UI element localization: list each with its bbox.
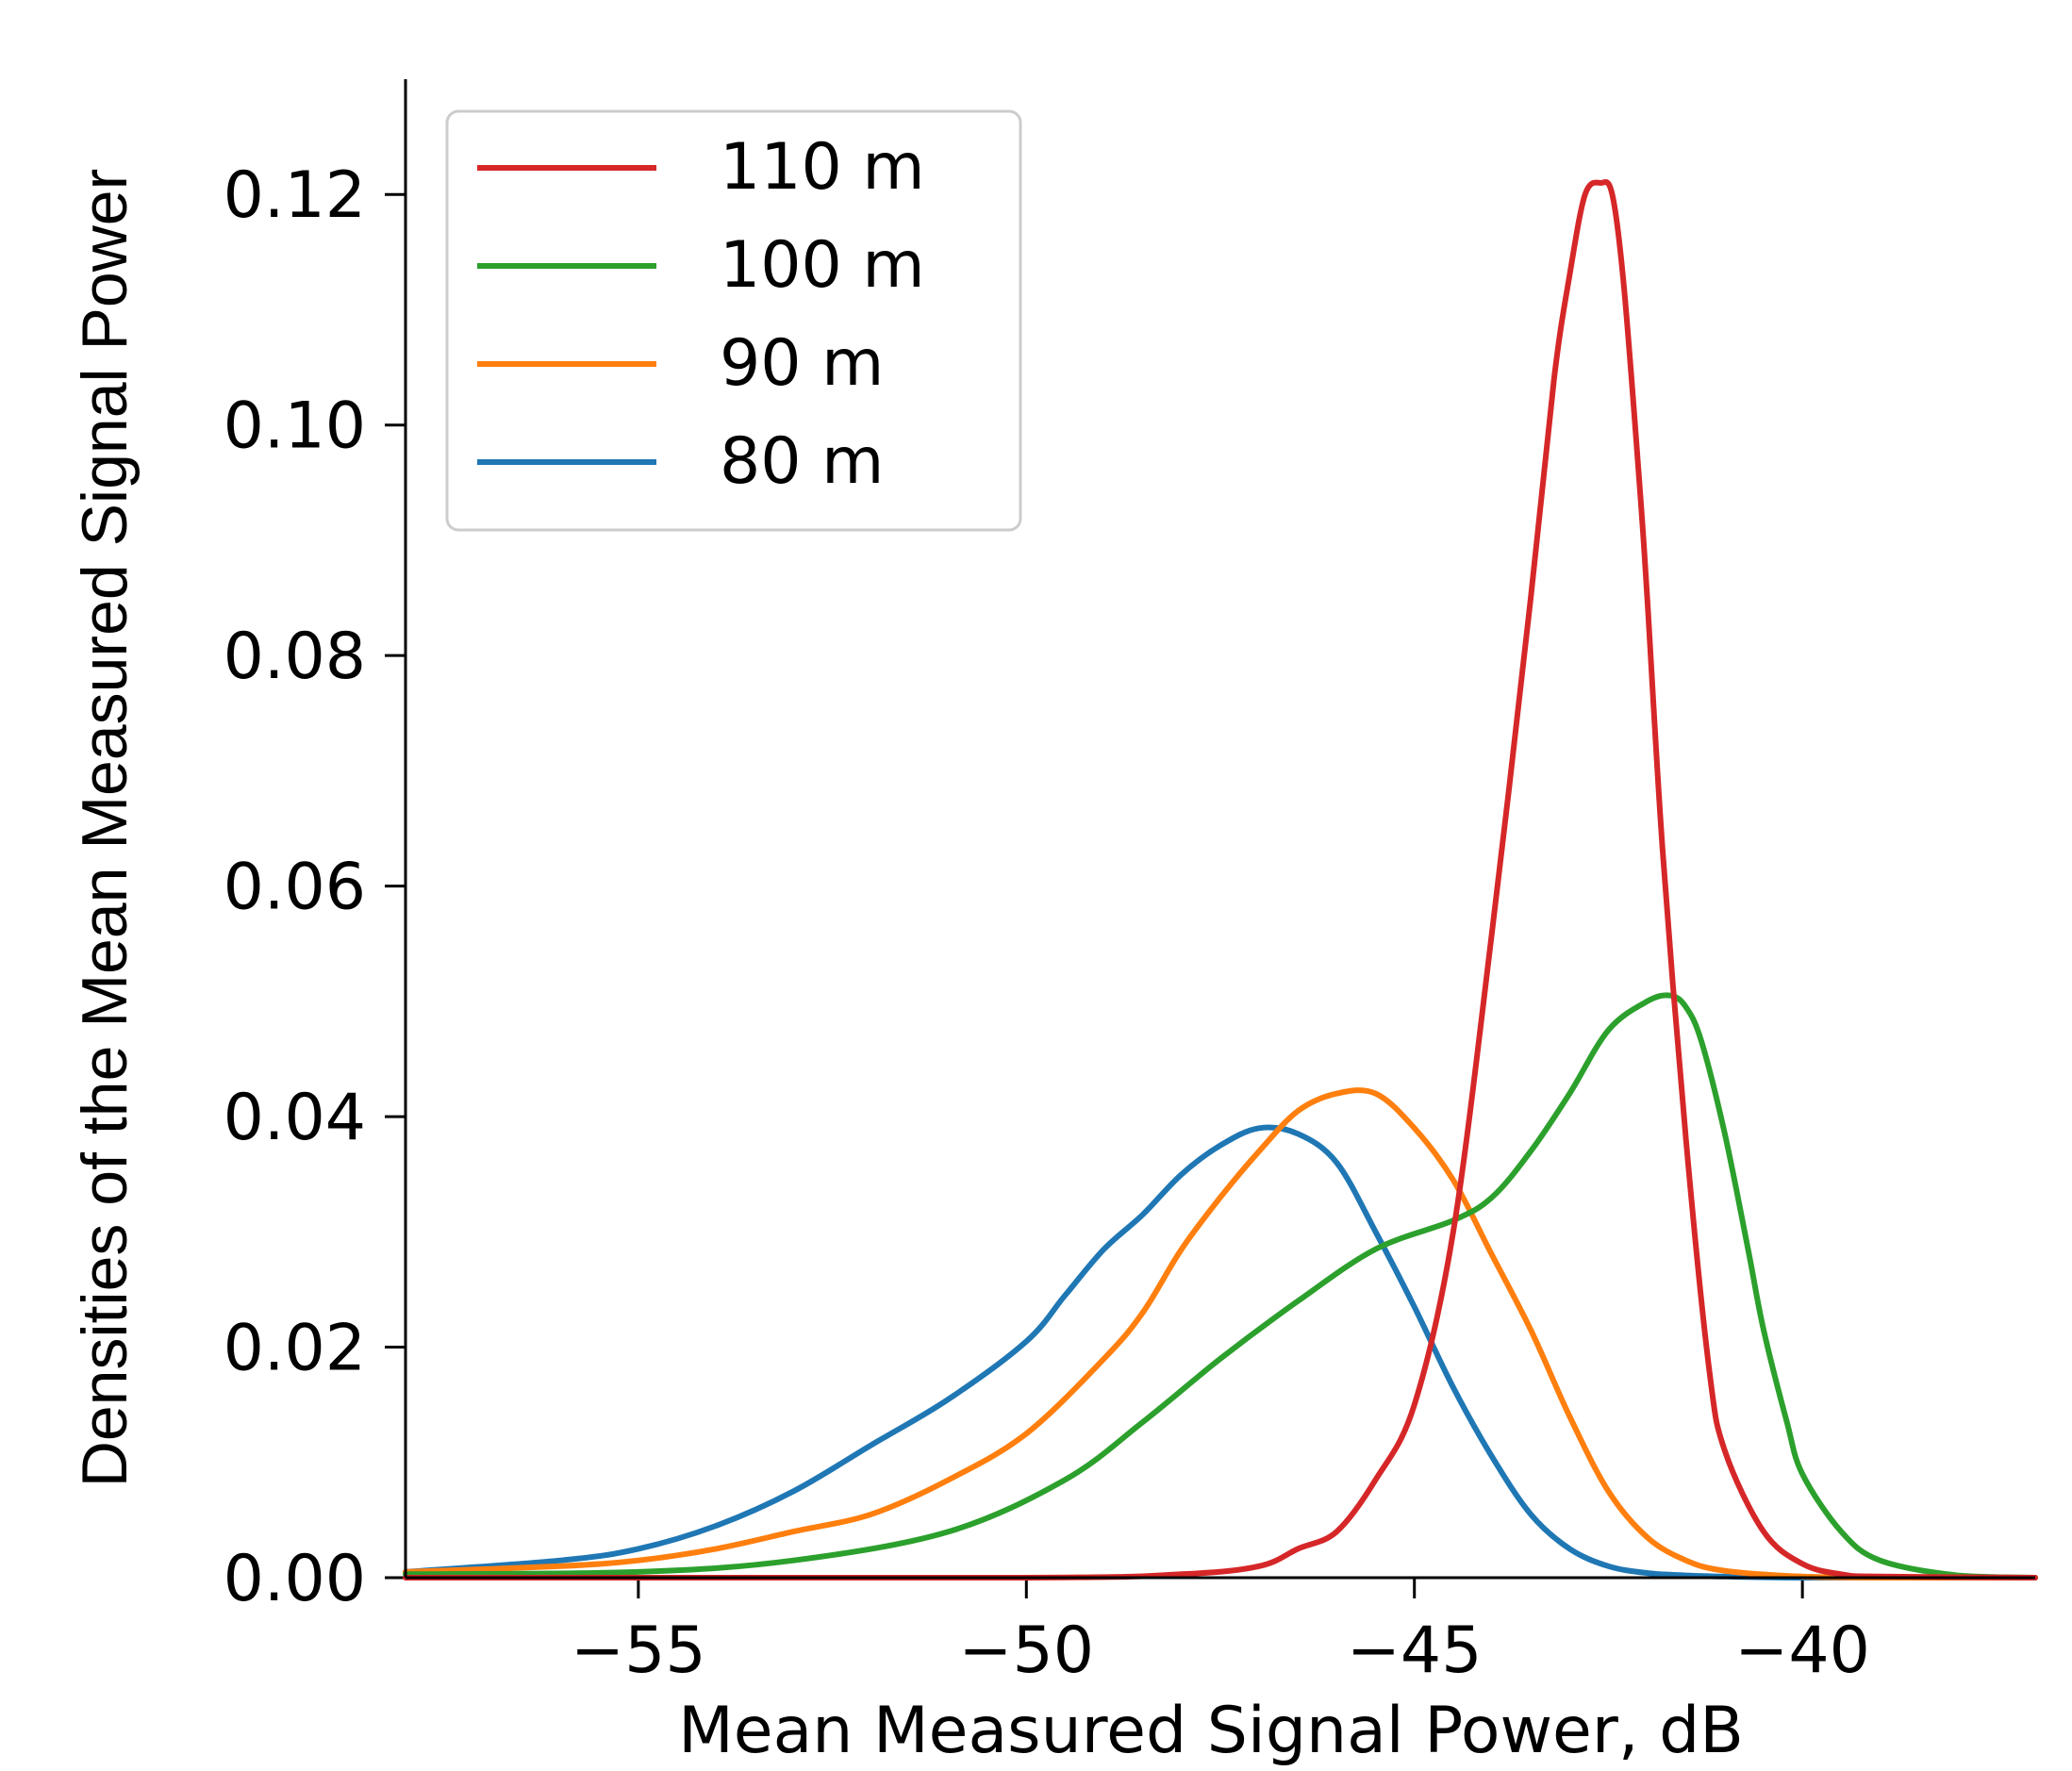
x-axis-title: Mean Measured Signal Power, dB [678,1694,1744,1768]
legend-frame [445,109,1022,532]
x-tick-label: −55 [571,1614,706,1688]
y-axis-title: Densities of the Mean Measured Signal Po… [69,169,141,1488]
x-tick-label: −50 [959,1614,1095,1688]
legend-label-80m: 80 m [720,424,884,499]
legend-label-100m: 100 m [720,228,925,303]
series-line-110m [403,179,2038,1581]
y-tick-label: 0.12 [224,158,366,233]
legend: 110 m 100 m 90 m 80 m [445,109,1022,532]
y-tick-label: 0.08 [224,620,366,694]
series-lines [403,179,2038,1581]
series-line-100m [403,992,2038,1581]
x-tick-label: −45 [1347,1614,1483,1688]
ticks-layer: −55 −50 −45 −40 0.00 0.02 0.04 0.06 0.08 0.10 0.12 [224,158,1870,1688]
legend-label-110m: 110 m [720,130,925,205]
y-tick-label: 0.10 [224,389,366,464]
y-tick-label: 0.00 [224,1542,366,1616]
x-tick-label: −40 [1734,1614,1870,1688]
series-line-90m [403,1087,2038,1581]
y-tick-label: 0.04 [224,1081,366,1155]
legend-label-90m: 90 m [720,326,884,401]
y-tick-label: 0.02 [224,1312,366,1386]
y-tick-label: 0.06 [224,851,366,925]
